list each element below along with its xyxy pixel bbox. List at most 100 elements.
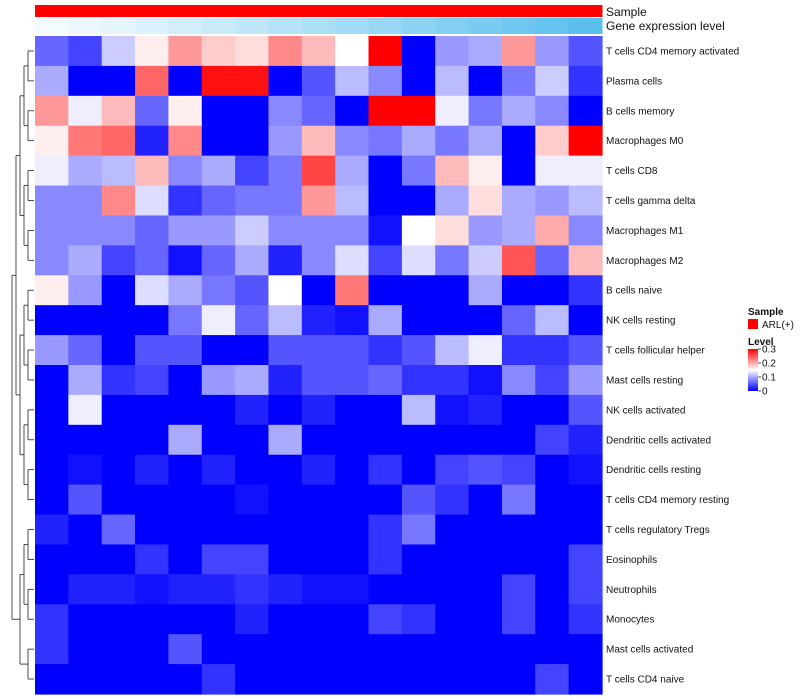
heatmap-cell (135, 36, 170, 67)
heatmap-cell (468, 65, 503, 97)
heatmap-cell (268, 664, 303, 695)
heatmap-cell (301, 574, 336, 605)
heatmap-cell (501, 574, 536, 605)
heatmap-cell (268, 245, 303, 276)
heatmap-cell (301, 544, 336, 575)
heatmap-cell (68, 305, 103, 336)
heatmap-cell (435, 65, 470, 97)
heatmap-cell (35, 664, 69, 695)
heatmap-cell (535, 365, 570, 396)
row-label: NK cells resting (606, 316, 675, 327)
heatmap-cell (268, 95, 303, 127)
heatmap-cell (568, 634, 603, 665)
heatmap-cell (435, 365, 470, 396)
heatmap-cell (368, 65, 403, 97)
legend-sample-title: Sample (748, 307, 784, 318)
heatmap-cell (335, 245, 370, 276)
heatmap-cell (568, 305, 603, 336)
heatmap-cell (335, 424, 370, 456)
heatmap-cell (68, 574, 103, 605)
heatmap-cell (335, 365, 370, 396)
sample-annotation-cell (35, 5, 69, 17)
heatmap-cell (168, 394, 203, 426)
heatmap-cell (501, 245, 536, 276)
heatmap-cell (168, 215, 203, 246)
heatmap-cell (168, 454, 203, 486)
heatmap-cell (435, 484, 470, 516)
heatmap-cell (135, 484, 170, 516)
heatmap-cell (368, 185, 403, 217)
heatmap-cell (501, 185, 536, 217)
heatmap-cell (201, 544, 236, 575)
heatmap-cell (35, 335, 69, 366)
heatmap-cell (335, 454, 370, 486)
heatmap-cell (301, 454, 336, 486)
heatmap-cell (468, 245, 503, 276)
heatmap-cell (301, 185, 336, 217)
heatmap-cell (201, 604, 236, 635)
heatmap-cell (401, 574, 436, 605)
heatmap-cell (435, 604, 470, 635)
heatmap-cell (35, 245, 69, 276)
heatmap-cell (235, 125, 270, 157)
heatmap-cell (468, 394, 503, 426)
row-label: Monocytes (606, 615, 654, 626)
heatmap-cell (368, 155, 403, 187)
heatmap-cell (268, 604, 303, 635)
row-label: Eosinophils (606, 555, 657, 566)
heatmap-cell (301, 155, 336, 187)
heatmap-cell (68, 65, 103, 97)
heatmap-cell (35, 574, 69, 605)
sample-annotation-cell (168, 5, 203, 17)
heatmap-cell (68, 544, 103, 575)
heatmap-cell (535, 95, 570, 127)
heatmap-cell (301, 514, 336, 546)
heatmap-cell (135, 155, 170, 187)
heatmap-cell (168, 275, 203, 306)
heatmap-cell (435, 544, 470, 575)
heatmap-cell (135, 514, 170, 546)
heatmap-cell (68, 245, 103, 276)
heatmap-cell (235, 36, 270, 67)
heatmap-cell (68, 95, 103, 127)
gene-expression-annotation-cell (368, 18, 403, 34)
gene-expression-annotation-cell (235, 18, 269, 34)
heatmap-cell (35, 604, 69, 635)
heatmap-cell (101, 275, 136, 306)
heatmap-cell (501, 454, 536, 486)
heatmap-cell (201, 275, 236, 306)
heatmap-cell (401, 634, 436, 665)
heatmap-cell (101, 634, 136, 665)
heatmap-cell (335, 664, 370, 695)
heatmap-cell (535, 604, 570, 635)
row-labels: T cells CD4 memory activated Plasma cells… (606, 46, 739, 685)
heatmap-cell (468, 36, 503, 67)
heatmap-cell (101, 335, 136, 366)
heatmap-cell (468, 454, 503, 486)
heatmap-cell (68, 365, 103, 396)
heatmap-cell (235, 335, 270, 366)
row-dendrogram (11, 50, 34, 680)
heatmap-cell (235, 95, 270, 127)
heatmap-cell (35, 215, 69, 246)
heatmap-cell (401, 424, 436, 456)
heatmap-cell (35, 95, 69, 127)
heatmap-cell (135, 275, 170, 306)
heatmap-cell (435, 454, 470, 486)
heatmap-cell (101, 664, 136, 695)
heatmap-cell (535, 215, 570, 246)
heatmap-cell (335, 155, 370, 187)
heatmap-cell (401, 245, 436, 276)
heatmap-cell (401, 185, 436, 217)
heatmap-cell (268, 634, 303, 665)
legend-sample-swatch (748, 319, 758, 329)
heatmap-cell (535, 65, 570, 97)
sample-annotation-cell (301, 5, 336, 17)
heatmap-cell (401, 335, 436, 366)
heatmap-cell (501, 125, 536, 157)
heatmap-cell (501, 484, 536, 516)
heatmap-cell (135, 454, 170, 486)
heatmap-cell (301, 245, 336, 276)
heatmap-cell (35, 634, 69, 665)
